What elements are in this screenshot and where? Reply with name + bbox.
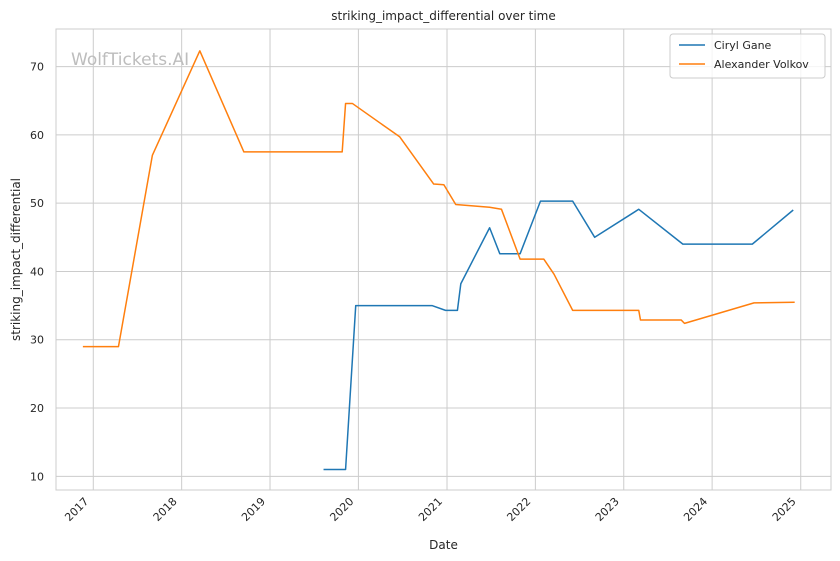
x-tick-label: 2017 xyxy=(62,495,91,524)
plot-frame xyxy=(55,28,832,491)
y-tick-label: 60 xyxy=(30,129,44,142)
x-tick-label: 2025 xyxy=(770,495,799,524)
legend-label: Ciryl Gane xyxy=(714,39,772,52)
plot-area xyxy=(56,29,831,490)
y-axis-ticks: 10 20 30 40 50 60 70 xyxy=(30,61,44,484)
chart-title: striking_impact_differential over time xyxy=(331,9,556,23)
x-tick-label: 2024 xyxy=(681,495,710,524)
y-tick-label: 70 xyxy=(30,61,44,74)
y-tick-label: 40 xyxy=(30,265,44,278)
x-tick-label: 2020 xyxy=(327,495,356,524)
legend-label: Alexander Volkov xyxy=(714,58,809,71)
series-line-1 xyxy=(323,200,794,471)
x-tick-label: 2021 xyxy=(416,495,445,524)
watermark: WolfTickets.AI xyxy=(71,50,189,70)
y-tick-label: 30 xyxy=(30,334,44,347)
x-tick-label: 2019 xyxy=(239,495,268,524)
legend: Ciryl Gane Alexander Volkov xyxy=(669,33,826,79)
y-tick-label: 20 xyxy=(30,402,44,415)
x-axis-title: Date xyxy=(429,538,458,552)
y-tick-label: 50 xyxy=(30,197,44,210)
x-tick-label: 2023 xyxy=(593,495,622,524)
y-tick-label: 10 xyxy=(30,470,44,483)
series-line-2 xyxy=(82,50,795,348)
series-lines xyxy=(82,50,795,471)
x-tick-label: 2018 xyxy=(151,495,180,524)
x-tick-label: 2022 xyxy=(504,495,533,524)
legend-box xyxy=(669,33,826,79)
x-axis-ticks: 2017 2018 2019 2020 2021 2022 2023 2024 2025 xyxy=(62,495,798,524)
y-axis-title: striking_impact_differential xyxy=(9,178,23,341)
